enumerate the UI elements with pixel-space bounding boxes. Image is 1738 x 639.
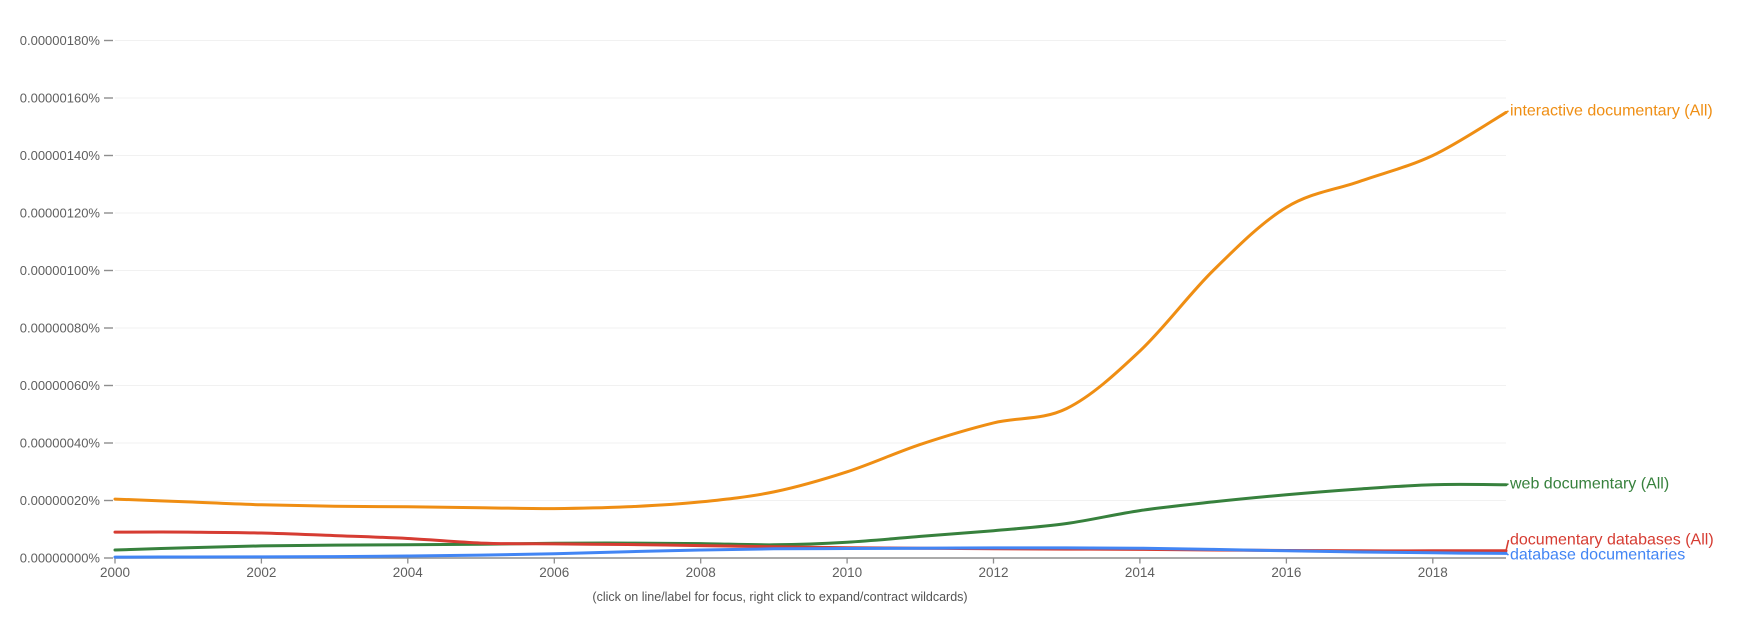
series-line-web-documentary-all[interactable] [113,482,1508,552]
x-tick-label: 2004 [393,565,424,580]
x-tick-label: 2008 [686,565,716,580]
x-tick-label: 2006 [539,565,569,580]
y-tick-label: 0.00000020% [20,493,101,508]
y-tick-label: 0.00000120% [20,206,101,221]
x-tick-label: 2010 [832,565,862,580]
series-lines [113,110,1510,559]
x-tick-label: 2016 [1271,565,1301,580]
y-tick-label: 0.00000080% [20,321,101,336]
y-tick-label: 0.00000180% [20,33,101,48]
series-end-labels: interactive documentary (All) web docume… [1509,103,1714,564]
y-tick-label: 0.00000160% [20,91,101,106]
x-tick-label: 2014 [1125,565,1156,580]
y-axis-labels: 0.00000000% 0.00000020% 0.00000040% 0.00000… [20,33,101,566]
y-axis-ticks [104,39,113,559]
y-tick-label: 0.00000140% [20,148,101,163]
y-tick-label: 0.00000000% [20,551,101,566]
chart-caption: (click on line/label for focus, right cl… [592,590,967,604]
series-line-database-documentaries[interactable] [113,546,1508,559]
x-tick-label: 2000 [100,565,130,580]
series-label-database-documentaries[interactable]: database documentaries [1510,547,1685,564]
x-tick-label: 2012 [978,565,1008,580]
series-label-connector-database-documentaries [1505,552,1509,556]
gridlines [115,40,1506,501]
x-tick-label: 2018 [1418,565,1448,580]
y-tick-label: 0.00000060% [20,378,101,393]
x-tick-label: 2002 [246,565,276,580]
series-label-connector-interactive-documentary-all [1505,110,1509,114]
y-tick-label: 0.00000040% [20,436,101,451]
series-label-connector-web-documentary-all [1505,483,1509,486]
x-axis-ticks [114,558,1434,564]
series-label-documentary-databases[interactable]: documentary databases (All) [1510,532,1714,549]
series-label-interactive-documentary[interactable]: interactive documentary (All) [1510,103,1713,120]
x-axis-labels: 2000 2002 2004 2006 2008 2010 2012 2014 2016 2018 [100,565,1448,580]
series-label-connector-documentary-databases-all [1505,539,1510,551]
series-line-interactive-documentary-all[interactable] [113,110,1508,511]
y-tick-label: 0.00000100% [20,263,101,278]
series-label-web-documentary[interactable]: web documentary (All) [1509,476,1669,493]
